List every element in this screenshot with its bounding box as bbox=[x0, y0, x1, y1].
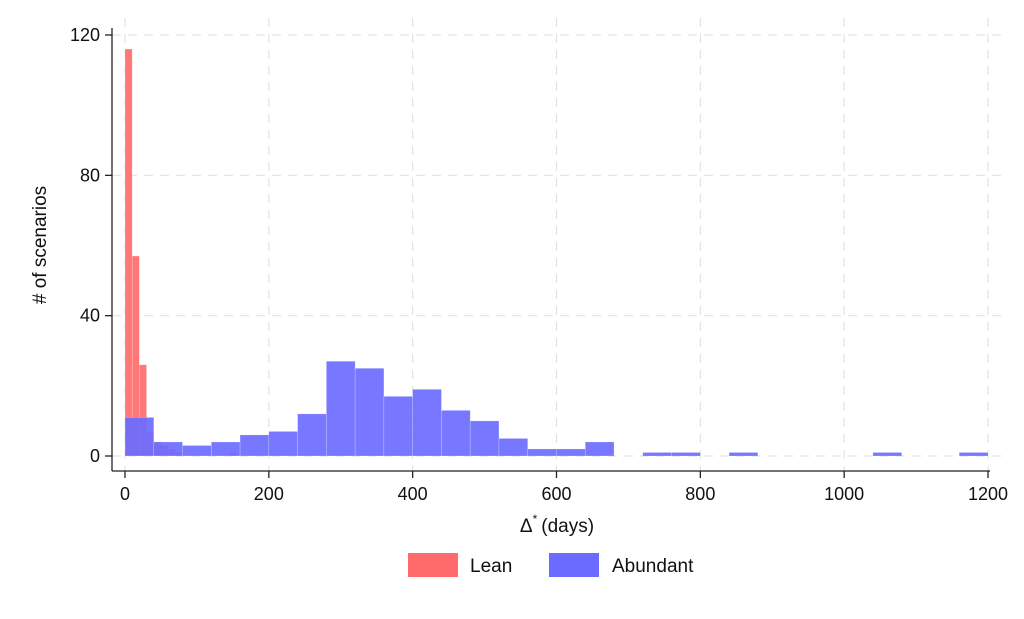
abundant-bar bbox=[211, 441, 241, 457]
legend-swatch-abundant bbox=[549, 553, 599, 577]
abundant-bar bbox=[383, 396, 413, 457]
plot-area bbox=[112, 18, 1003, 471]
x-tick-label: 1200 bbox=[968, 484, 1008, 504]
x-axis-label-superscript: * bbox=[533, 512, 538, 526]
y-axis-label: # of scenarios bbox=[30, 186, 51, 304]
legend-swatch-lean bbox=[408, 553, 458, 577]
x-axis-label-unit: (days) bbox=[541, 516, 594, 537]
x-axis-label: Δ* (days) bbox=[520, 512, 594, 537]
abundant-bar bbox=[412, 389, 442, 457]
axes bbox=[105, 28, 990, 478]
abundant-bar bbox=[671, 452, 701, 457]
abundant-bar bbox=[642, 452, 672, 457]
x-tick-labels: 0 200 400 600 800 1000 1200 bbox=[120, 484, 1008, 504]
abundant-bar bbox=[728, 452, 759, 457]
abundant-bar bbox=[239, 434, 270, 457]
abundant-bar bbox=[124, 417, 155, 457]
abundant-bar bbox=[958, 452, 989, 457]
x-axis-label-symbol: Δ bbox=[520, 516, 533, 537]
abundant-bar bbox=[182, 445, 212, 457]
abundant-bar bbox=[556, 448, 586, 457]
abundant-bar bbox=[297, 413, 327, 457]
abundant-bar bbox=[872, 452, 903, 457]
y-tick-labels: 0 40 80 120 bbox=[70, 25, 100, 466]
x-tick-label: 800 bbox=[685, 484, 715, 504]
abundant-bar bbox=[326, 360, 356, 457]
abundant-bar bbox=[354, 367, 385, 457]
x-tick-label: 400 bbox=[398, 484, 428, 504]
abundant-bar bbox=[498, 438, 529, 457]
y-tick-label: 0 bbox=[90, 446, 100, 466]
legend: Lean Abundant bbox=[408, 553, 694, 577]
x-tick-label: 1000 bbox=[824, 484, 864, 504]
x-tick-label: 0 bbox=[120, 484, 130, 504]
legend-label-abundant: Abundant bbox=[612, 556, 694, 577]
legend-label-lean: Lean bbox=[470, 556, 512, 577]
lean-bar bbox=[124, 48, 133, 457]
y-tick-label: 40 bbox=[80, 306, 100, 326]
abundant-bar bbox=[469, 420, 500, 457]
x-tick-label: 200 bbox=[254, 484, 284, 504]
abundant-bar bbox=[584, 441, 615, 457]
abundant-bar bbox=[268, 431, 298, 457]
abundant-series-bars bbox=[124, 360, 989, 457]
abundant-bar bbox=[441, 410, 471, 457]
y-tick-label: 80 bbox=[80, 165, 100, 185]
abundant-bar bbox=[153, 441, 183, 457]
y-tick-label: 120 bbox=[70, 25, 100, 45]
x-tick-label: 600 bbox=[541, 484, 571, 504]
abundant-bar bbox=[527, 448, 557, 457]
